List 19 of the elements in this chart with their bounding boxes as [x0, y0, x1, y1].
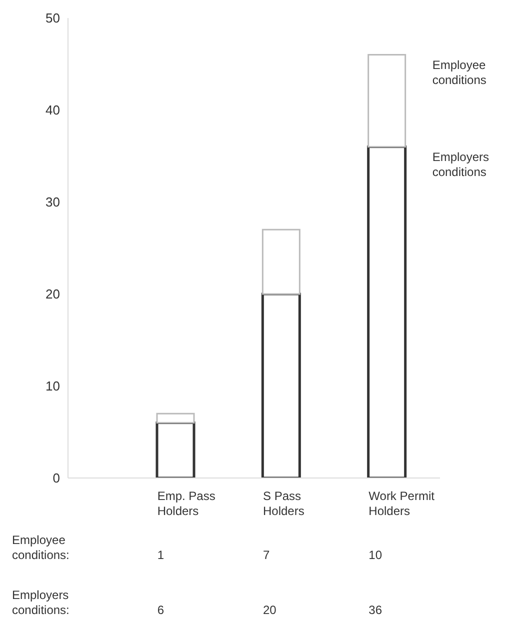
data-label: 7 [263, 548, 270, 563]
data-label: 10 [368, 548, 382, 563]
text: Employee conditions [432, 58, 486, 87]
data-label: 36 [368, 603, 382, 618]
text: Employee conditions: [12, 533, 70, 563]
data-label: 20 [263, 603, 276, 618]
text: Employers conditions: [12, 588, 70, 618]
data-label: 6 [157, 603, 164, 618]
y-tick-label: 10 [46, 378, 60, 394]
x-tick-label: S Pass Holders [263, 489, 304, 518]
y-tick-label: 40 [46, 102, 60, 118]
y-tick-label: 50 [46, 10, 60, 26]
y-tick-label: 30 [46, 194, 60, 210]
x-tick-label: Emp. Pass Holders [157, 489, 216, 518]
x-tick-label: Work Permit Holders [368, 489, 436, 518]
y-tick-label: 20 [46, 286, 60, 302]
data-label: 1 [157, 548, 164, 563]
y-tick-label: 0 [52, 470, 60, 486]
text: Employers conditions [432, 150, 490, 179]
